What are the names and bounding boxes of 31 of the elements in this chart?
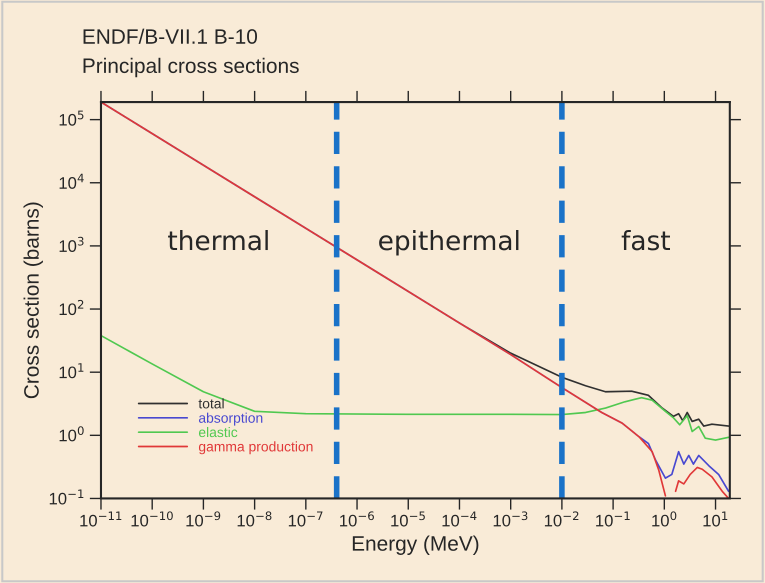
y-tick-label: 10$^{0}$ xyxy=(60,426,84,442)
legend-label: elastic xyxy=(198,426,238,438)
annotation: epithermal xyxy=(379,230,518,256)
x-axis-title: Energy (MeV) xyxy=(352,536,478,555)
y-tick-label: 10$^{2}$ xyxy=(60,300,84,316)
x-tick-label: 10$^{0}$ xyxy=(652,511,676,527)
x-tick-label: 10$^{−10}$ xyxy=(132,511,173,527)
x-tick-label: 10$^{−2}$ xyxy=(544,511,578,527)
y-tick-label: 10$^{−1}$ xyxy=(50,490,84,505)
x-tick-label: 10$^{−7}$ xyxy=(288,512,322,527)
legend-label: total xyxy=(198,398,224,408)
x-tick-label: 10$^{−9}$ xyxy=(186,511,220,527)
y-axis-title: Cross section (barns) xyxy=(24,202,43,398)
x-tick-label: 10$^{−5}$ xyxy=(391,512,425,527)
x-tick-label: 10$^{−4}$ xyxy=(442,512,476,527)
x-tick-label: 10$^{−8}$ xyxy=(238,511,272,527)
y-tick-label: 10$^{3}$ xyxy=(60,236,84,252)
x-tick-label: 10$^{−3}$ xyxy=(494,511,528,527)
annotation: fast xyxy=(622,230,670,250)
y-tick-label: 10$^{1}$ xyxy=(60,363,84,378)
x-tick-label: 10$^{−6}$ xyxy=(340,511,374,527)
legend-label: absorption xyxy=(198,412,262,426)
legend-label: gamma production xyxy=(198,441,312,454)
x-tick-label: 10$^{−11}$ xyxy=(80,512,122,527)
y-tick-label: 10$^{5}$ xyxy=(60,110,84,126)
x-tick-label: 10$^{−1}$ xyxy=(596,512,630,527)
chart-subtitle: Principal cross sections xyxy=(84,58,299,78)
y-tick-label: 10$^{4}$ xyxy=(60,174,84,189)
x-tick-label: 10$^{1}$ xyxy=(703,512,728,527)
annotation: thermal xyxy=(168,230,268,250)
chart-title: ENDF/B-VII.1 B-10 xyxy=(84,28,258,44)
